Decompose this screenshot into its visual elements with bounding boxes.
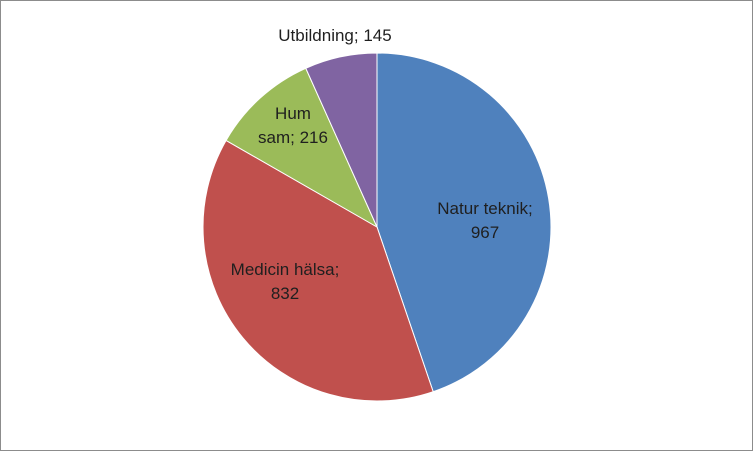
data-label-hum-sam-line2: sam; 216 <box>258 128 328 147</box>
slice-labels: Natur teknik; 967 Medicin hälsa; 832 Hum sam;… <box>231 26 533 303</box>
pie-slices <box>202 52 552 402</box>
data-label-natur-teknik-line2: 967 <box>471 223 499 242</box>
pie-slice-hum-sam <box>225 67 379 229</box>
data-label-medicin-h-lsa: Medicin hälsa; <box>231 260 340 279</box>
data-label-natur-teknik: Natur teknik; <box>437 199 532 218</box>
data-label-hum-sam: Hum <box>275 104 311 123</box>
data-label-utbildning: Utbildning; 145 <box>278 26 391 45</box>
data-label-medicin-h-lsa-line2: 832 <box>271 284 299 303</box>
pie-slice-natur-teknik <box>376 52 552 393</box>
pie-slice-medicin-h-lsa <box>202 139 434 402</box>
pie-slice-utbildning <box>305 52 378 228</box>
